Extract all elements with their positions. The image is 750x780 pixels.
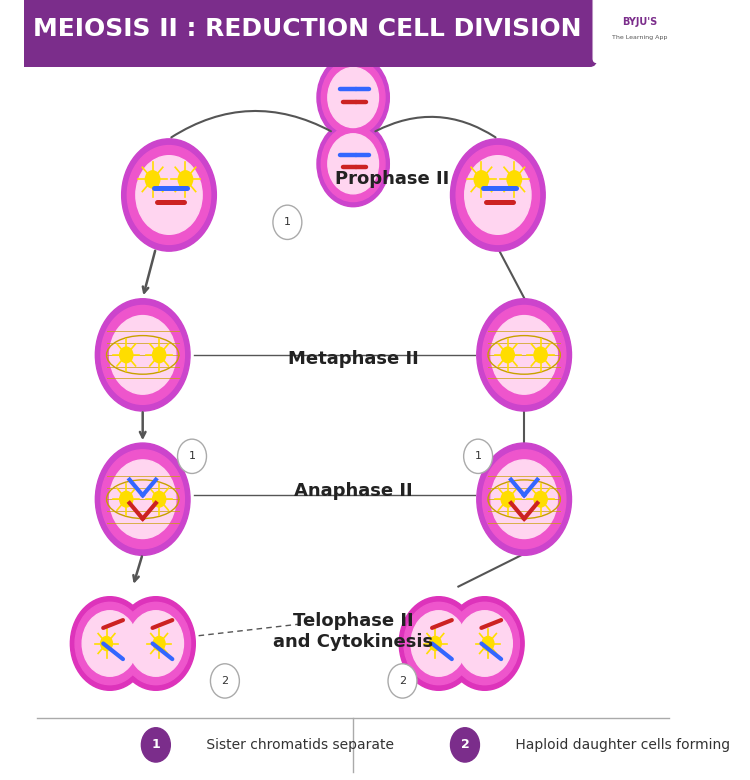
Text: Anaphase II: Anaphase II [294,482,412,501]
Text: 1: 1 [475,452,482,461]
Circle shape [411,611,466,676]
Circle shape [116,597,195,690]
Circle shape [136,156,202,234]
Circle shape [450,602,520,685]
Circle shape [100,636,112,651]
Circle shape [95,299,190,411]
Circle shape [152,347,166,363]
Circle shape [388,664,417,698]
Circle shape [465,156,531,234]
Circle shape [152,491,166,507]
Circle shape [273,205,302,239]
Circle shape [474,171,489,188]
Circle shape [178,171,193,188]
Circle shape [328,134,379,193]
Circle shape [477,299,572,411]
Circle shape [501,347,515,363]
Circle shape [399,597,478,690]
Text: Prophase II: Prophase II [335,170,450,189]
Circle shape [121,602,190,685]
Circle shape [321,126,385,201]
Circle shape [491,460,557,538]
Text: Telophase II
and Cytokinesis: Telophase II and Cytokinesis [273,612,434,651]
Circle shape [128,611,184,676]
Text: 2: 2 [221,676,229,686]
Text: BYJU'S: BYJU'S [622,17,657,27]
Circle shape [404,602,473,685]
Text: Sister chromatids separate: Sister chromatids separate [202,738,394,752]
Circle shape [110,460,176,538]
Circle shape [507,171,521,188]
Circle shape [122,139,216,251]
Circle shape [451,728,479,762]
Circle shape [128,146,211,244]
Circle shape [120,347,133,363]
Text: The Learning App: The Learning App [611,35,667,40]
Circle shape [534,491,548,507]
Circle shape [491,316,557,394]
Circle shape [101,306,184,404]
Circle shape [110,316,176,394]
Text: 1: 1 [188,452,196,461]
Circle shape [321,60,385,135]
Circle shape [317,55,389,140]
Circle shape [178,439,206,473]
Circle shape [82,611,137,676]
Circle shape [501,491,515,507]
Circle shape [142,728,170,762]
Circle shape [211,664,239,698]
FancyBboxPatch shape [18,0,596,66]
Text: Metaphase II: Metaphase II [288,349,418,368]
Text: Haploid daughter cells forming: Haploid daughter cells forming [511,738,730,752]
Text: 1: 1 [284,218,291,227]
Text: MEIOSIS II : REDUCTION CELL DIVISION: MEIOSIS II : REDUCTION CELL DIVISION [33,17,581,41]
Text: 2: 2 [460,739,470,751]
Circle shape [75,602,145,685]
Circle shape [430,636,441,651]
Circle shape [451,139,545,251]
Circle shape [317,121,389,207]
Text: 2: 2 [399,676,406,686]
Circle shape [328,68,379,127]
Circle shape [146,171,160,188]
Circle shape [534,347,548,363]
Circle shape [456,146,539,244]
Circle shape [95,443,190,555]
Circle shape [482,636,494,651]
Circle shape [70,597,149,690]
Circle shape [464,439,493,473]
FancyBboxPatch shape [593,0,686,62]
Circle shape [477,443,572,555]
Circle shape [101,450,184,548]
Text: 1: 1 [152,739,160,751]
Circle shape [482,450,566,548]
Circle shape [482,306,566,404]
Circle shape [446,597,524,690]
Circle shape [120,491,133,507]
Circle shape [457,611,512,676]
Circle shape [153,636,165,651]
